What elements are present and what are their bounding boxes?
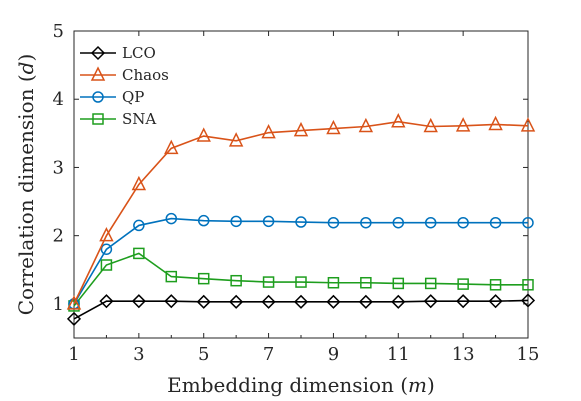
data-point-lco	[293, 294, 309, 309]
data-point-qp	[230, 215, 242, 228]
legend-label-lco: LCO	[122, 44, 156, 62]
data-point-sna	[165, 270, 178, 283]
data-point-qp	[522, 216, 534, 229]
data-point-lco	[131, 294, 146, 309]
data-point-chaos	[99, 226, 114, 242]
data-point-sna	[230, 274, 242, 287]
y-tick-label: 5	[53, 21, 64, 42]
data-point-lco	[456, 294, 471, 309]
data-point-qp	[424, 216, 437, 229]
data-point-qp	[457, 216, 469, 229]
series-line-chaos	[73, 120, 529, 305]
data-point-sna	[522, 279, 534, 291]
legend-marker-lco	[90, 45, 106, 61]
data-point-chaos	[488, 115, 503, 131]
data-point-qp	[392, 216, 405, 229]
data-point-lco	[261, 294, 276, 309]
data-point-lco	[391, 294, 406, 309]
data-point-sna	[392, 277, 405, 290]
y-tick-label: 3	[53, 157, 64, 178]
data-point-chaos	[455, 117, 471, 132]
data-point-sna	[489, 279, 502, 291]
y-axis-title-text: Correlation dimension (d)	[14, 54, 38, 316]
legend-item-sna: SNA	[80, 110, 156, 128]
data-point-lco	[326, 294, 341, 309]
data-point-sna	[100, 259, 113, 271]
legend-label-qp: QP	[122, 88, 144, 106]
y-axis-title: Correlation dimension (d)	[14, 54, 38, 316]
data-point-sna	[360, 276, 372, 289]
data-point-sna	[197, 272, 210, 285]
series-line-qp	[73, 217, 528, 305]
data-point-chaos	[293, 121, 309, 137]
series-sna	[68, 247, 534, 312]
data-point-chaos	[164, 139, 179, 155]
x-tick-label: 9	[328, 344, 339, 365]
data-point-sna	[262, 276, 275, 288]
data-point-lco	[520, 293, 536, 308]
legend: LCO Chaos QP SNA	[80, 44, 169, 128]
y-tick-label: 1	[53, 294, 64, 315]
series-qp	[68, 212, 534, 310]
legend-item-qp: QP	[80, 88, 144, 106]
y-tick-label: 4	[53, 89, 64, 110]
data-point-sna	[133, 247, 145, 260]
legend-item-lco: LCO	[80, 44, 156, 62]
data-point-lco	[196, 294, 211, 309]
x-tick-label: 7	[263, 344, 274, 365]
data-point-qp	[133, 219, 145, 232]
series-line-lco	[73, 299, 529, 320]
x-tick-label: 13	[452, 344, 475, 365]
data-point-qp	[100, 243, 113, 256]
y-tick-label: 2	[53, 226, 64, 247]
data-point-lco	[99, 294, 114, 309]
data-point-lco	[164, 294, 179, 309]
legend-label-chaos: Chaos	[122, 66, 169, 84]
data-point-chaos	[520, 117, 536, 132]
data-point-chaos	[326, 119, 341, 135]
x-tick-label: 3	[133, 344, 144, 365]
data-point-lco	[229, 294, 244, 309]
data-point-lco	[66, 311, 82, 326]
data-point-chaos	[131, 175, 147, 191]
data-point-lco	[423, 294, 438, 309]
data-point-qp	[165, 212, 178, 225]
data-point-sna	[327, 276, 340, 289]
data-point-qp	[197, 214, 210, 227]
series-lco	[66, 293, 536, 326]
x-tick-label: 1	[68, 344, 79, 365]
series-line-sna	[73, 252, 528, 307]
legend-marker-sna	[92, 113, 104, 125]
data-point-qp	[489, 216, 502, 229]
x-tick-label: 5	[198, 344, 209, 365]
x-tick-label: 11	[387, 344, 410, 365]
legend-item-chaos: Chaos	[80, 66, 169, 84]
x-tick-label: 15	[517, 344, 540, 365]
data-point-lco	[358, 294, 373, 309]
data-point-lco	[488, 294, 503, 309]
data-point-qp	[360, 216, 372, 229]
data-point-chaos	[261, 123, 276, 139]
data-point-chaos	[228, 132, 244, 147]
data-point-chaos	[391, 113, 406, 128]
data-point-sna	[424, 277, 437, 290]
data-point-chaos	[66, 295, 82, 310]
legend-label-sna: SNA	[122, 110, 156, 128]
series-chaos	[66, 113, 536, 310]
data-point-qp	[262, 215, 275, 228]
x-axis-title: Embedding dimension (m)	[167, 373, 435, 397]
data-point-chaos	[358, 117, 374, 133]
data-point-sna	[295, 276, 307, 288]
legend-marker-chaos	[90, 66, 106, 81]
legend-marker-qp	[92, 91, 104, 103]
data-point-qp	[327, 216, 340, 229]
data-point-sna	[457, 278, 469, 290]
data-point-chaos	[196, 127, 211, 142]
data-point-chaos	[423, 117, 438, 133]
data-point-qp	[295, 216, 307, 228]
